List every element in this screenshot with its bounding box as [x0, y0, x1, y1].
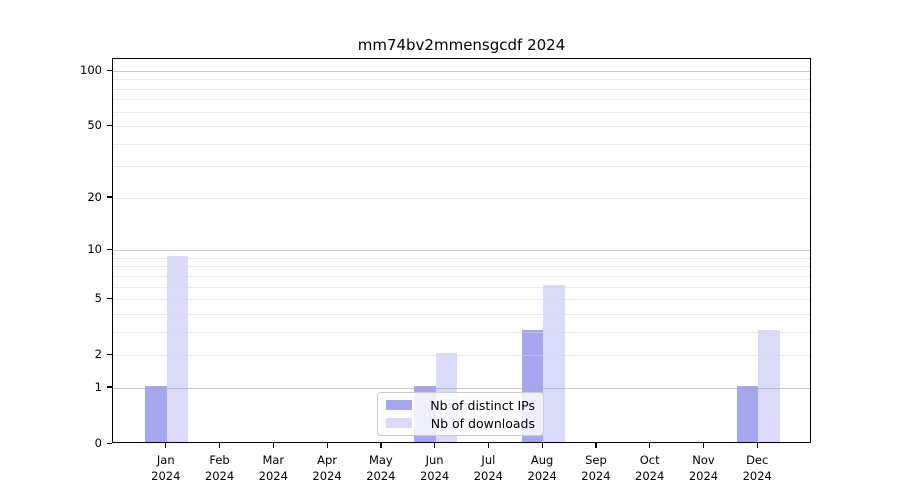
x-axis-tick-mark	[272, 443, 274, 448]
y-axis-tick-label-100: 100	[80, 63, 102, 77]
x-axis-tick-label-nov: Nov 2024	[688, 453, 719, 483]
legend-swatch-distinct-ips	[386, 400, 412, 410]
chart-title: mm74bv2mmensgcdf 2024	[357, 36, 566, 54]
x-axis-tick-label-dec: Dec 2024	[742, 453, 772, 483]
y-axis-tick-label-10: 10	[87, 242, 102, 257]
gridline-minor-60	[113, 111, 810, 113]
x-axis-tick-label-jul: Jul 2024	[473, 453, 504, 483]
x-axis-tick-mark	[756, 443, 758, 448]
y-axis-tick-label-50: 50	[87, 118, 102, 133]
legend-label-distinct-ips: Nb of distinct IPs	[430, 397, 535, 413]
gridline-minor-6	[113, 286, 810, 288]
gridline-minor-90	[113, 79, 810, 81]
y-axis-tick-label-1: 1	[94, 379, 102, 394]
x-axis-tick-mark	[380, 443, 382, 448]
y-axis-tick-mark	[107, 442, 112, 444]
gridline-major-10	[113, 250, 810, 252]
x-axis-tick-mark	[434, 443, 436, 448]
gridline-minor-8	[113, 266, 810, 268]
gridline-minor-80	[113, 88, 810, 90]
x-axis-tick-label-feb: Feb 2024	[204, 453, 235, 483]
y-axis-tick-mark	[107, 196, 112, 198]
plot-area	[112, 58, 811, 443]
x-axis-tick-label-jun: Jun 2024	[419, 453, 450, 483]
x-axis-tick-mark	[326, 443, 328, 448]
gridline-minor-40	[113, 143, 810, 145]
x-axis-tick-mark	[219, 443, 221, 448]
y-axis-tick-mark	[107, 386, 112, 388]
x-axis-tick-mark	[165, 443, 167, 448]
gridline-minor-30	[113, 166, 810, 168]
x-axis-tick-label-jan: Jan 2024	[151, 453, 181, 483]
x-axis-tick-label-mar: Mar 2024	[258, 453, 288, 483]
legend-row-downloads: Nb of downloads	[386, 416, 535, 431]
gridline-major-100	[113, 71, 810, 72]
y-axis-tick-label-5: 5	[94, 291, 102, 306]
x-axis-tick-label-aug: Aug 2024	[527, 453, 557, 483]
gridline-minor-50	[113, 126, 810, 128]
bar-distinct-ips-jan	[145, 385, 167, 442]
x-axis-tick-mark	[595, 443, 597, 448]
x-axis-tick-mark	[649, 443, 651, 448]
x-axis-tick-label-may: May 2024	[366, 453, 396, 483]
bar-distinct-ips-dec	[736, 385, 759, 442]
x-axis-tick-mark	[702, 443, 705, 448]
gridline-minor-9	[113, 257, 810, 259]
bar-downloads-dec	[758, 329, 780, 442]
legend-swatch-downloads	[386, 418, 412, 428]
y-axis-tick-mark	[107, 124, 112, 126]
gridline-minor-7	[113, 275, 810, 277]
y-axis-tick-label-20: 20	[87, 189, 102, 204]
gridline-minor-20	[113, 197, 810, 199]
y-axis-tick-mark	[107, 353, 112, 355]
x-axis-tick-label-oct: Oct 2024	[635, 453, 665, 483]
gridline-minor-70	[113, 99, 810, 101]
x-axis-tick-mark	[487, 443, 490, 448]
legend-label-downloads: Nb of downloads	[430, 415, 535, 431]
bar-downloads-jan	[166, 255, 189, 442]
gridline-major-1	[113, 387, 810, 389]
gridline-minor-3	[113, 331, 810, 333]
x-axis-tick-mark	[541, 443, 543, 448]
bar-downloads-aug	[543, 284, 565, 442]
legend: Nb of distinct IPs Nb of downloads	[377, 392, 544, 436]
x-axis-tick-label-sep: Sep 2024	[581, 453, 611, 483]
x-axis-tick-label-apr: Apr 2024	[312, 453, 342, 483]
y-axis-tick-label-2: 2	[94, 347, 102, 362]
legend-row-distinct-ips: Nb of distinct IPs	[386, 398, 535, 413]
gridline-minor-2	[113, 355, 810, 357]
gridline-minor-4	[113, 313, 810, 315]
y-axis-tick-mark	[107, 69, 112, 71]
gridline-minor-5	[113, 299, 810, 301]
y-axis-tick-mark	[107, 248, 112, 250]
y-axis-tick-mark	[107, 297, 112, 299]
y-axis-tick-label-0: 0	[94, 436, 102, 450]
